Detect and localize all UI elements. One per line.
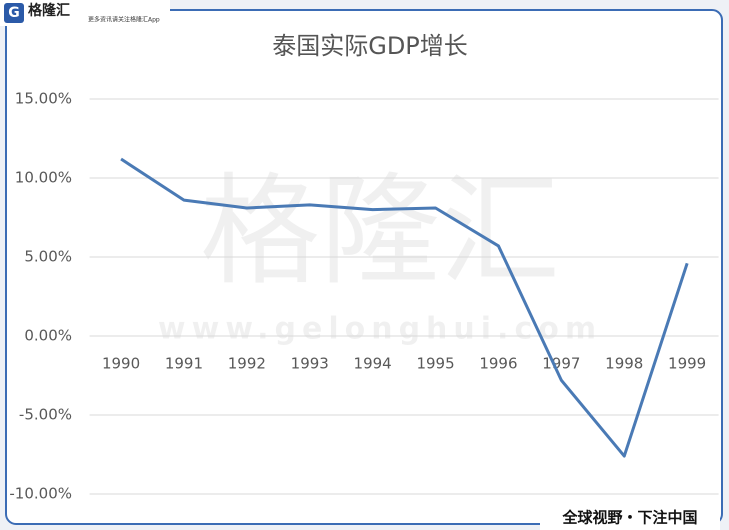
logo-text: 格隆汇 [28,2,70,19]
y-tick-label: -10.00% [9,485,72,503]
x-tick-label: 1990 [102,355,140,373]
logo-icon [4,3,24,23]
x-tick-label: 1993 [291,355,329,373]
y-tick-label: 0.00% [24,327,72,345]
y-tick-label: 5.00% [24,248,72,266]
logo-icon-letter: G [8,5,20,21]
x-tick-label: 1995 [416,355,454,373]
chart-frame [5,9,723,525]
footer-bg [540,506,720,530]
x-tick-label: 1997 [542,355,580,373]
y-tick-label: 10.00% [15,169,72,187]
x-tick-label: 1994 [354,355,392,373]
watermark-url: www.gelonghui.com [158,312,602,347]
y-tick-label: -5.00% [19,406,72,424]
x-tick-label: 1998 [605,355,643,373]
chart-title: 泰国实际GDP增长 [272,32,468,60]
x-tick-label: 1992 [228,355,266,373]
y-tick-label: 15.00% [15,90,72,108]
logo-slogan: 更多资讯请关注格隆汇App [88,16,160,24]
x-tick-label: 1999 [668,355,706,373]
plot: -10.00% -5.00% 0.00% 5.00% 10.00% 15.00% 1990 1… [9,90,719,503]
logo-area [0,0,170,26]
watermark: 格隆汇 [200,163,560,302]
x-tick-label: 1996 [479,355,517,373]
data-line [120,157,689,458]
footer-text: 全球视野・下注中国 [561,509,697,527]
x-tick-label: 1991 [165,355,203,373]
